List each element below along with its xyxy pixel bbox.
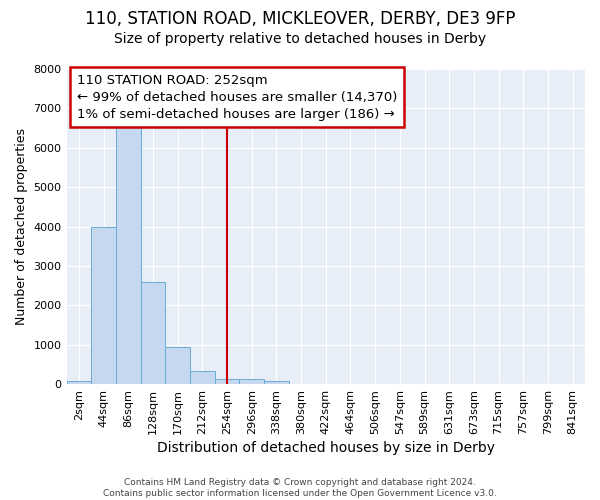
Bar (67, 381, 91, 384)
Bar (264, 381, 289, 384)
Bar (91, 226, 116, 384)
Bar (165, 346, 190, 384)
X-axis label: Distribution of detached houses by size in Derby: Distribution of detached houses by size … (157, 441, 495, 455)
Y-axis label: Number of detached properties: Number of detached properties (15, 128, 28, 325)
Text: 110, STATION ROAD, MICKLEOVER, DERBY, DE3 9FP: 110, STATION ROAD, MICKLEOVER, DERBY, DE… (85, 10, 515, 28)
Bar (239, 379, 264, 384)
Bar (116, 124, 140, 384)
Text: Contains HM Land Registry data © Crown copyright and database right 2024.
Contai: Contains HM Land Registry data © Crown c… (103, 478, 497, 498)
Text: 110 STATION ROAD: 252sqm
← 99% of detached houses are smaller (14,370)
1% of sem: 110 STATION ROAD: 252sqm ← 99% of detach… (77, 74, 397, 120)
Bar (140, 282, 165, 384)
Text: Size of property relative to detached houses in Derby: Size of property relative to detached ho… (114, 32, 486, 46)
Bar (190, 371, 215, 384)
Bar (215, 379, 239, 384)
